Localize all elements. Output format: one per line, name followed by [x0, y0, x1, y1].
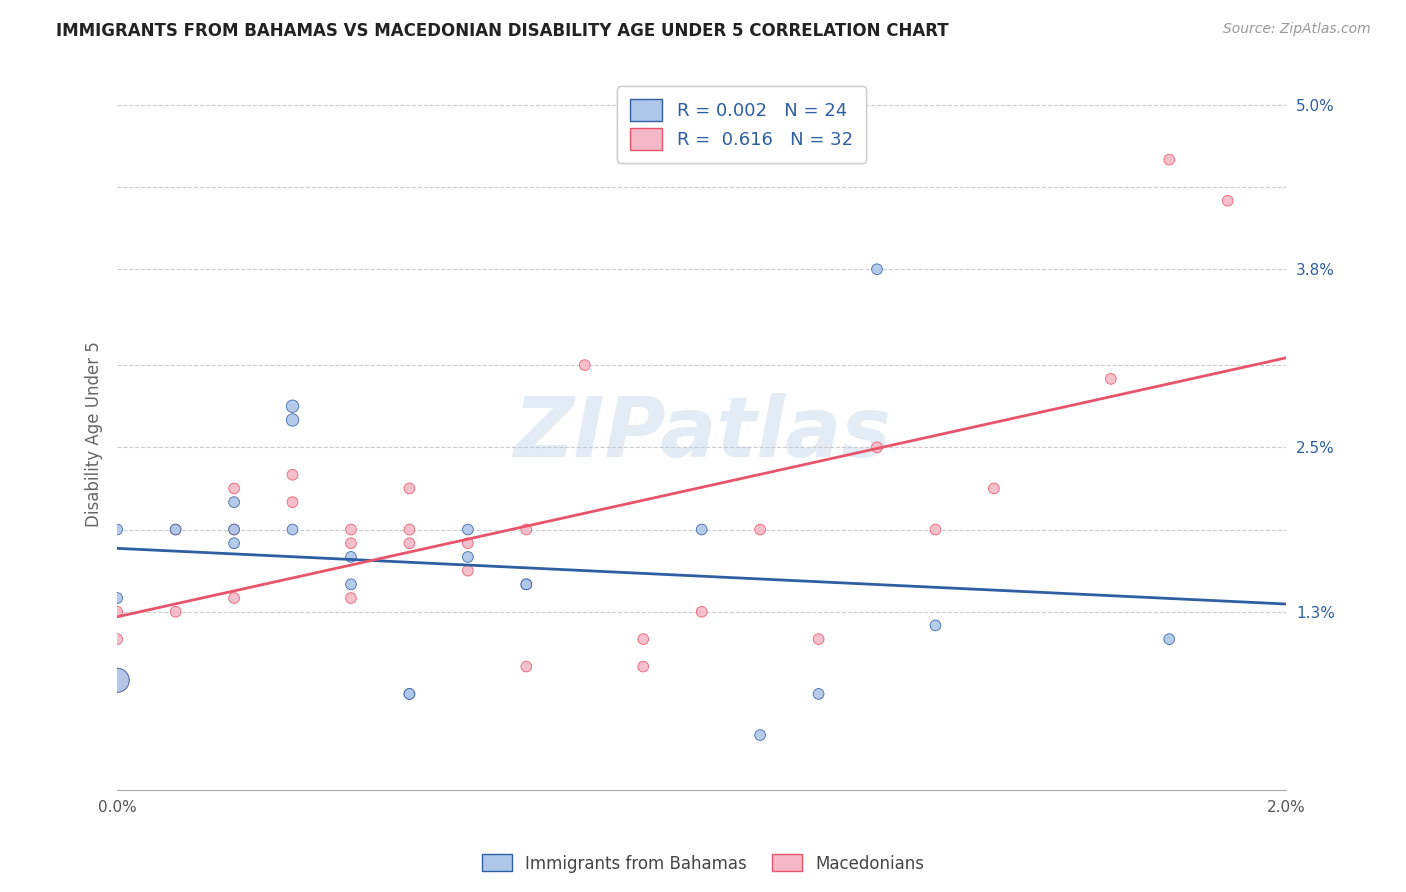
Point [281, 413, 304, 427]
Point [222, 495, 245, 509]
Point [105, 673, 128, 688]
Point [1159, 153, 1181, 167]
Point [398, 536, 420, 550]
Point [105, 591, 128, 605]
Point [105, 523, 128, 537]
Point [105, 673, 128, 688]
Point [515, 523, 537, 537]
Point [340, 536, 363, 550]
Point [457, 549, 479, 564]
Point [340, 591, 363, 605]
Point [222, 523, 245, 537]
Point [457, 564, 479, 578]
Point [924, 523, 946, 537]
Text: ZIPatlas: ZIPatlas [513, 393, 890, 475]
Point [457, 536, 479, 550]
Point [1099, 372, 1122, 386]
Point [105, 632, 128, 647]
Point [515, 577, 537, 591]
Point [165, 605, 187, 619]
Point [457, 523, 479, 537]
Point [281, 523, 304, 537]
Point [807, 687, 830, 701]
Point [281, 495, 304, 509]
Point [690, 605, 713, 619]
Point [398, 687, 420, 701]
Point [340, 523, 363, 537]
Point [1216, 194, 1239, 208]
Point [105, 605, 128, 619]
Point [515, 577, 537, 591]
Point [281, 467, 304, 482]
Y-axis label: Disability Age Under 5: Disability Age Under 5 [86, 341, 103, 526]
Point [222, 482, 245, 496]
Point [749, 523, 772, 537]
Point [222, 591, 245, 605]
Point [983, 482, 1005, 496]
Point [222, 523, 245, 537]
Text: IMMIGRANTS FROM BAHAMAS VS MACEDONIAN DISABILITY AGE UNDER 5 CORRELATION CHART: IMMIGRANTS FROM BAHAMAS VS MACEDONIAN DI… [56, 22, 949, 40]
Point [398, 523, 420, 537]
Point [165, 523, 187, 537]
Point [222, 536, 245, 550]
Point [398, 482, 420, 496]
Point [631, 659, 654, 673]
Point [340, 549, 363, 564]
Point [1159, 632, 1181, 647]
Point [749, 728, 772, 742]
Point [631, 632, 654, 647]
Legend: R = 0.002   N = 24, R =  0.616   N = 32: R = 0.002 N = 24, R = 0.616 N = 32 [617, 87, 866, 163]
Point [515, 659, 537, 673]
Point [924, 618, 946, 632]
Point [807, 632, 830, 647]
Point [574, 358, 596, 372]
Point [281, 399, 304, 413]
Legend: Immigrants from Bahamas, Macedonians: Immigrants from Bahamas, Macedonians [475, 847, 931, 880]
Text: Source: ZipAtlas.com: Source: ZipAtlas.com [1223, 22, 1371, 37]
Point [165, 523, 187, 537]
Point [690, 523, 713, 537]
Point [398, 687, 420, 701]
Point [866, 262, 889, 277]
Point [340, 577, 363, 591]
Point [866, 441, 889, 455]
